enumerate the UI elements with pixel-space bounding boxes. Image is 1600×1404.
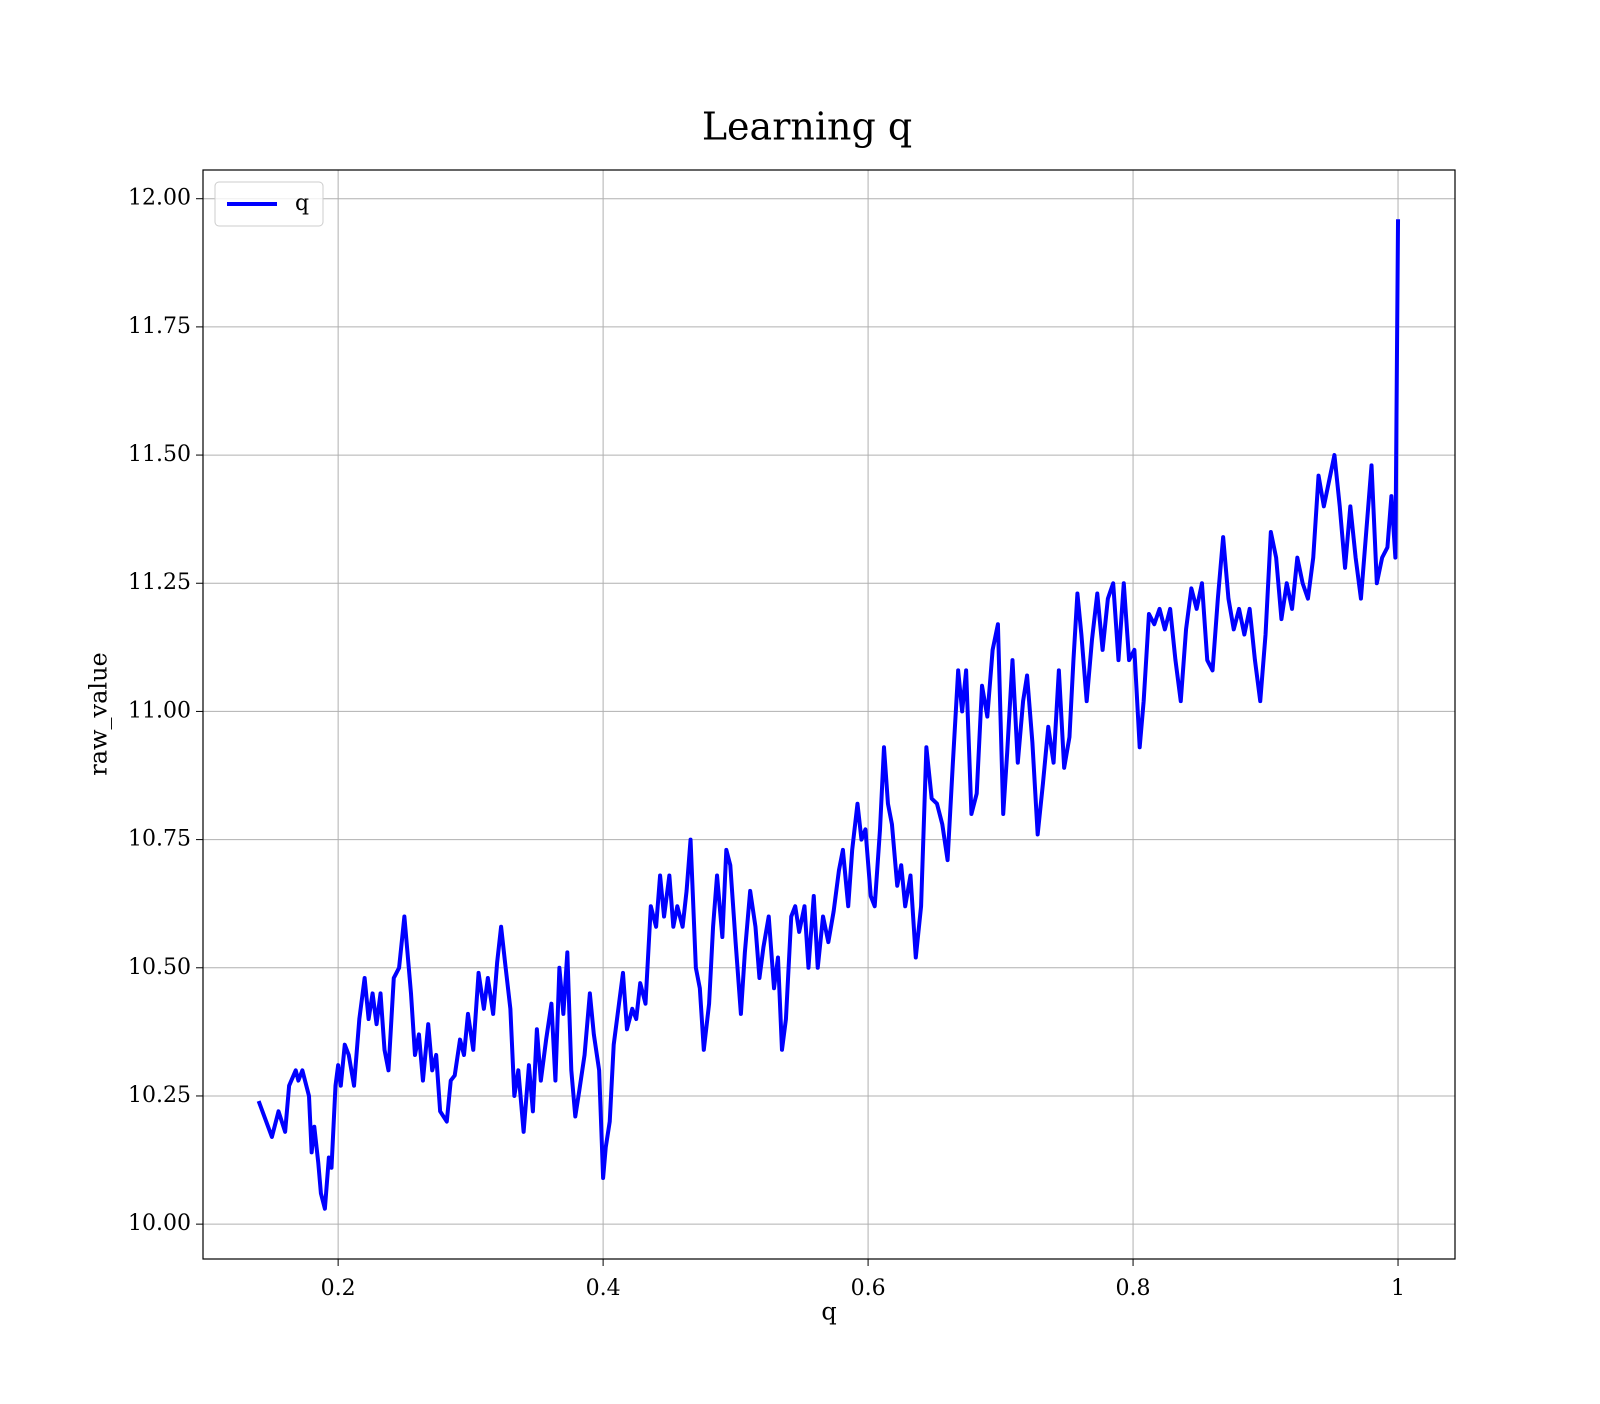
- x-tick-label: 0.6: [851, 1276, 886, 1301]
- plot-frame: [202, 169, 1456, 1260]
- y-tick-label: 10.75: [128, 827, 191, 852]
- x-axis-label: q: [821, 1298, 836, 1326]
- y-tick-label: 10.50: [128, 955, 191, 980]
- legend: q: [214, 181, 324, 227]
- y-tick-label: 11.50: [128, 442, 191, 467]
- y-tick-label: 10.00: [128, 1211, 191, 1236]
- y-tick-label: 10.25: [128, 1083, 191, 1108]
- legend-label: q: [295, 191, 309, 216]
- chart-title: Learning q: [702, 105, 912, 149]
- y-tick-label: 11.75: [128, 314, 191, 339]
- y-tick-label: 11.00: [128, 698, 191, 723]
- x-tick-label: 0.2: [321, 1276, 356, 1301]
- y-axis-label: raw_value: [85, 652, 113, 776]
- x-tick-label: 1: [1391, 1276, 1405, 1301]
- x-tick-label: 0.8: [1116, 1276, 1151, 1301]
- y-tick-label: 11.25: [128, 570, 191, 595]
- x-tick-label: 0.4: [586, 1276, 621, 1301]
- y-tick-label: 12.00: [128, 186, 191, 211]
- line-series: [256, 219, 1401, 1211]
